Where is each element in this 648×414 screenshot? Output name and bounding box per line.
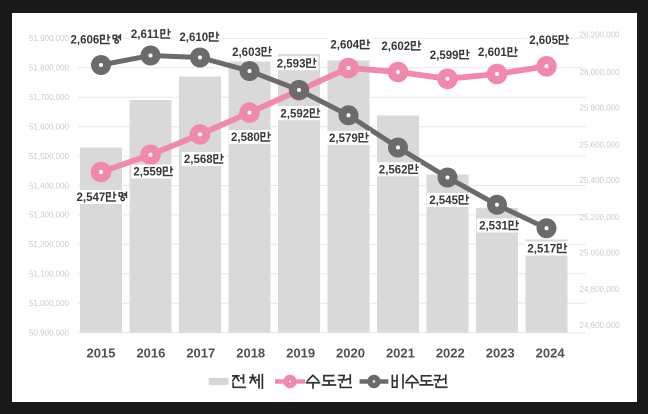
svg-text:26,000,000: 26,000,000 xyxy=(580,68,621,77)
svg-text:51,700,000: 51,700,000 xyxy=(29,93,70,102)
svg-text:2019: 2019 xyxy=(286,346,315,361)
svg-text:51,300,000: 51,300,000 xyxy=(29,211,70,220)
svg-text:25,200,000: 25,200,000 xyxy=(580,213,621,222)
svg-text:2024: 2024 xyxy=(536,346,566,361)
svg-text:2,602: 2,602 xyxy=(381,41,410,53)
svg-text:51,500,000: 51,500,000 xyxy=(29,152,70,161)
svg-text:2,604: 2,604 xyxy=(330,40,359,52)
svg-text:2,568: 2,568 xyxy=(184,154,213,166)
svg-text:2,562: 2,562 xyxy=(379,164,408,176)
svg-text:2,545: 2,545 xyxy=(429,195,458,207)
svg-text:2,605: 2,605 xyxy=(529,35,558,47)
svg-text:2016: 2016 xyxy=(136,346,165,361)
svg-text:25,600,000: 25,600,000 xyxy=(580,140,621,149)
svg-text:2,611: 2,611 xyxy=(131,29,160,41)
svg-text:25,800,000: 25,800,000 xyxy=(580,104,621,113)
svg-text:2018: 2018 xyxy=(236,346,265,361)
svg-text:51,600,000: 51,600,000 xyxy=(29,123,70,132)
svg-text:2017: 2017 xyxy=(186,346,215,361)
svg-text:51,200,000: 51,200,000 xyxy=(29,240,70,249)
svg-text:24,600,000: 24,600,000 xyxy=(580,321,621,330)
svg-text:51,400,000: 51,400,000 xyxy=(29,181,70,190)
svg-text:2,606: 2,606 xyxy=(71,35,100,47)
svg-text:25,400,000: 25,400,000 xyxy=(580,176,621,185)
svg-text:2,603: 2,603 xyxy=(232,47,261,59)
svg-text:2,517: 2,517 xyxy=(527,244,556,256)
svg-text:2,599: 2,599 xyxy=(430,50,459,62)
svg-text:2020: 2020 xyxy=(336,346,365,361)
svg-text:25,000,000: 25,000,000 xyxy=(580,249,621,258)
svg-text:2,592: 2,592 xyxy=(280,108,309,120)
svg-text:51,000,000: 51,000,000 xyxy=(29,299,70,308)
svg-text:51,100,000: 51,100,000 xyxy=(29,270,70,279)
svg-text:2023: 2023 xyxy=(486,346,515,361)
svg-text:51,900,000: 51,900,000 xyxy=(29,34,70,43)
svg-text:2,593: 2,593 xyxy=(277,58,306,70)
svg-text:2,559: 2,559 xyxy=(133,167,162,179)
svg-text:2015: 2015 xyxy=(87,346,116,361)
svg-text:51,800,000: 51,800,000 xyxy=(29,64,70,73)
svg-text:24,800,000: 24,800,000 xyxy=(580,285,621,294)
svg-text:2,579: 2,579 xyxy=(329,133,358,145)
svg-text:2,610: 2,610 xyxy=(179,32,208,44)
svg-text:2022: 2022 xyxy=(436,346,465,361)
svg-text:26,200,000: 26,200,000 xyxy=(580,30,621,39)
svg-text:2,531: 2,531 xyxy=(479,221,508,233)
svg-text:2,547: 2,547 xyxy=(77,192,106,204)
svg-text:2,601: 2,601 xyxy=(478,47,507,59)
svg-text:2,580: 2,580 xyxy=(231,132,260,144)
svg-text:2021: 2021 xyxy=(386,346,415,361)
svg-text:50,900,000: 50,900,000 xyxy=(29,328,70,337)
